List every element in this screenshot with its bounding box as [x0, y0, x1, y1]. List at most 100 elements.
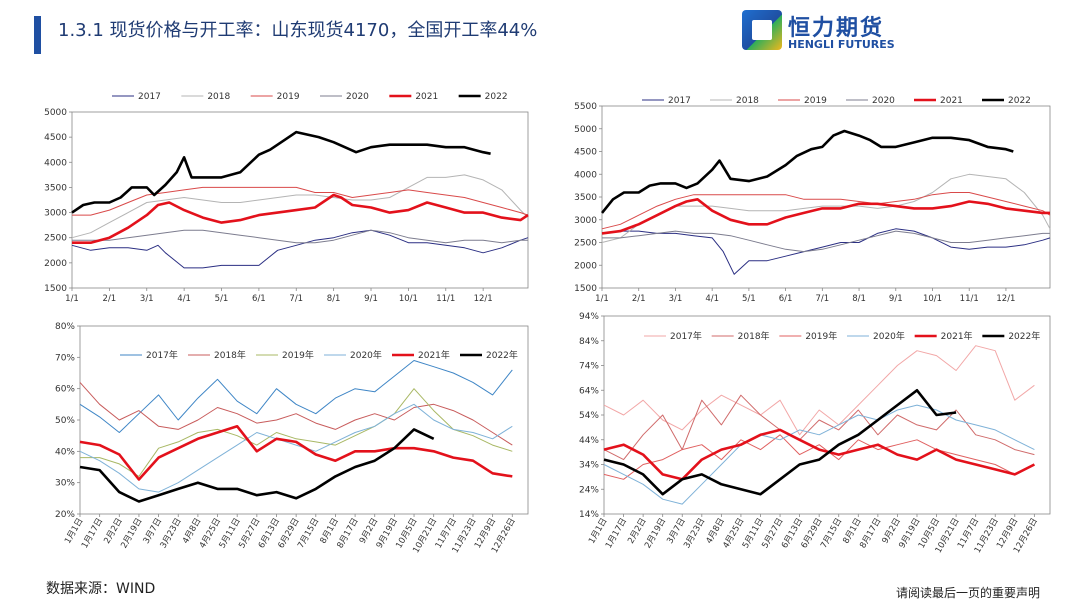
legend-label: 2018 [736, 96, 759, 106]
legend-label: 2022年 [486, 349, 518, 361]
legend-label: 2022 [1008, 96, 1031, 106]
y-tick-label: 4500 [574, 148, 597, 158]
x-tick-label: 11/1 [436, 294, 455, 304]
series-line [79, 428, 435, 503]
series-line [79, 382, 513, 446]
legend-label: 2019年 [282, 349, 314, 361]
y-tick-label: 74% [579, 362, 599, 372]
disclaimer: 请阅读最后一页的重要声明 [895, 586, 1040, 600]
title-accent-bar [34, 16, 41, 54]
y-tick-label: 94% [579, 312, 599, 322]
legend-label: 2021年 [418, 349, 450, 361]
x-tick-label: 2/1 [632, 294, 646, 304]
y-tick-label: 80% [55, 322, 75, 332]
y-tick-label: 34% [579, 461, 599, 471]
y-tick-label: 4000 [44, 158, 67, 168]
logo-mark-icon [742, 10, 782, 50]
plot-frame [71, 111, 529, 289]
series-line [603, 394, 1035, 461]
y-tick-label: 1500 [44, 284, 67, 294]
legend-label: 2021年 [941, 330, 973, 342]
x-tick-label: 1/1 [595, 294, 609, 304]
series-line [603, 428, 1035, 481]
page-title: 1.3.1 现货价格与开工率：山东现货4170，全国开工率44% [58, 20, 538, 41]
y-tick-label: 54% [579, 411, 599, 421]
y-tick-label: 2500 [574, 239, 597, 249]
series-line [603, 389, 957, 496]
chart-svg: 14%24%34%44%54%64%74%84%94%1月1日1月17日2月2日… [579, 312, 1051, 555]
legend-label: 2019 [277, 92, 300, 102]
x-tick-label: 5/1 [215, 294, 229, 304]
y-tick-label: 5000 [574, 125, 597, 135]
y-tick-label: 2000 [44, 259, 67, 269]
legend-label: 2017 [138, 92, 161, 102]
series-line [72, 193, 529, 244]
y-tick-label: 4500 [44, 133, 67, 143]
x-tick-label: 10/1 [923, 294, 942, 304]
series-line [79, 403, 513, 493]
series-line [72, 186, 529, 216]
x-tick-label: 3/1 [140, 294, 154, 304]
y-tick-label: 3500 [574, 193, 597, 203]
series-line [79, 360, 513, 433]
x-tick-label: 10/1 [399, 294, 418, 304]
chart-utilization-left: 20% 30% 40% 50% 60% 70% 80% 1月1日 1月17日 2月2日 2月19日 3… [30, 318, 540, 572]
x-tick-label: 12/1 [996, 294, 1015, 304]
x-tick-label: 12/1 [474, 294, 493, 304]
chart-svg: 20%30%40%50%60%70%80%1月1日1月17日2月2日2月19日3… [55, 322, 529, 555]
y-tick-label: 44% [579, 436, 599, 446]
legend-label: 2022 [485, 92, 508, 102]
x-tick-label: 4/1 [705, 294, 719, 304]
chart-svg: 1500 2000 2500 3000 3500 4000 4500 5000 5500 1/1 2… [574, 96, 1051, 304]
logo-text-cn: 恒力期货 [788, 16, 885, 41]
legend-label: 2022年 [1008, 330, 1040, 342]
plot-frame [603, 315, 1051, 515]
y-tick-label: 14% [579, 510, 599, 520]
y-tick-label: 3000 [574, 216, 597, 226]
legend-label: 2021 [415, 92, 438, 102]
x-tick-label: 4/1 [177, 294, 191, 304]
y-tick-label: 30% [55, 479, 75, 489]
data-source: 数据来源：WIND [46, 581, 156, 597]
plot-frame [601, 105, 1051, 289]
x-tick-label: 2/1 [103, 294, 117, 304]
x-tick-label: 11/1 [960, 294, 979, 304]
y-tick-label: 5500 [574, 102, 597, 112]
x-tick-label: 1/1 [65, 294, 79, 304]
y-tick-label: 70% [55, 353, 75, 363]
series-line [80, 388, 513, 477]
chart-utilization-right: 14% 24% 34% 44% 54% 64% 74% 84% 94% 1月1日 1月17日 2月2日… [560, 308, 1060, 572]
y-tick-label: 2000 [574, 261, 597, 271]
series-line [603, 434, 1035, 480]
x-tick-label: 5/1 [742, 294, 756, 304]
y-tick-label: 3500 [44, 183, 67, 193]
legend-label: 2018年 [738, 330, 770, 342]
legend-label: 2020年 [873, 330, 905, 342]
legend-label: 2017年 [670, 330, 702, 342]
series-line [71, 174, 529, 239]
legend-label: 2021 [940, 96, 963, 106]
series-line [601, 192, 1051, 230]
y-tick-label: 1500 [574, 284, 597, 294]
y-tick-label: 64% [579, 386, 599, 396]
x-tick-label: 9/1 [889, 294, 903, 304]
legend-label: 2017年 [146, 349, 178, 361]
y-tick-label: 24% [579, 485, 599, 495]
y-tick-label: 50% [55, 416, 75, 426]
series-line [601, 228, 1051, 275]
y-tick-label: 84% [579, 337, 599, 347]
series-line [600, 129, 1014, 214]
y-tick-label: 60% [55, 385, 75, 395]
x-tick-label: 7/1 [289, 294, 303, 304]
y-tick-label: 3000 [44, 209, 67, 219]
x-tick-label: 6/1 [252, 294, 266, 304]
company-logo: 恒力期货 HENGLI FUTURES [742, 10, 912, 56]
legend-label: 2018年 [214, 349, 246, 361]
x-tick-label: 7/1 [815, 294, 829, 304]
series-line [603, 404, 1035, 505]
y-tick-label: 40% [55, 447, 75, 457]
legend-label: 2018 [207, 92, 230, 102]
series-line [603, 345, 1035, 436]
legend-label: 2020 [872, 96, 895, 106]
series-line [72, 229, 528, 244]
